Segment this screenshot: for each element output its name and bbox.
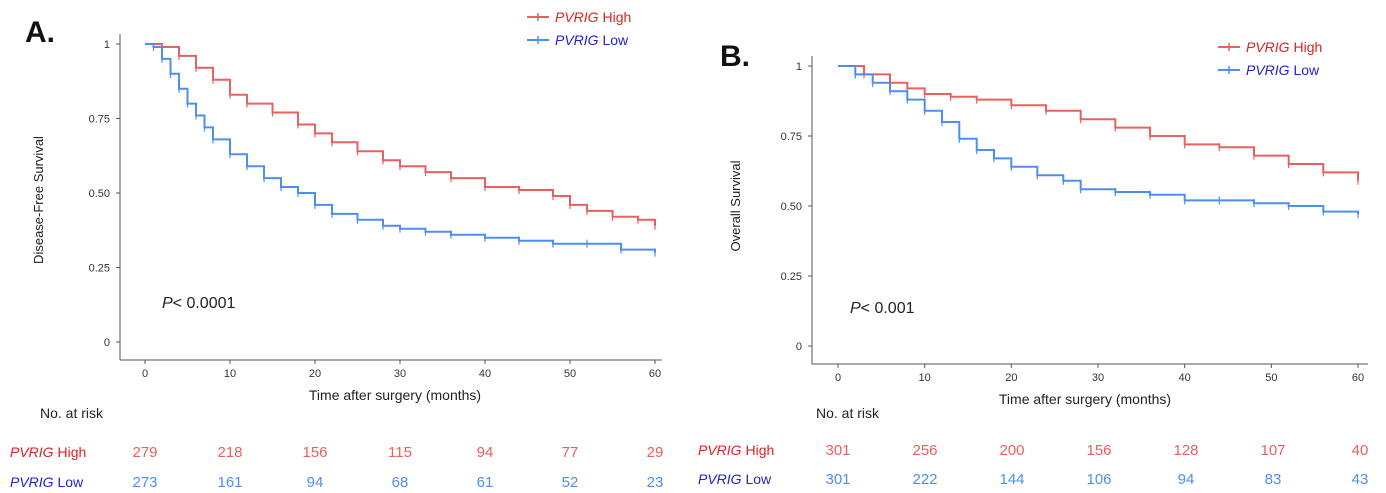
risk-count: 301 (825, 471, 850, 488)
panel-label: A. (25, 16, 55, 49)
legend-label-high: PVRIG High (1246, 39, 1322, 55)
x-tick-label: 50 (564, 368, 576, 380)
risk-count: 156 (302, 444, 327, 461)
survival-curve-high (838, 65, 1359, 181)
y-tick-label: 1 (796, 61, 802, 73)
x-tick-label: 0 (835, 372, 841, 384)
risk-count: 77 (562, 444, 579, 461)
risk-count: 94 (477, 444, 494, 461)
p-value-label: P< 0.0001 (162, 295, 236, 312)
y-tick-label: 0.75 (781, 131, 802, 143)
risk-count: 156 (1086, 442, 1111, 459)
risk-count: 40 (1352, 442, 1369, 459)
x-tick-label: 20 (309, 368, 321, 380)
x-tick-label: 10 (224, 368, 236, 380)
risk-row-label-high: PVRIG High (10, 444, 86, 460)
risk-count: 161 (217, 474, 242, 491)
risk-count: 301 (825, 442, 850, 459)
risk-row-label-low: PVRIG Low (10, 474, 84, 490)
x-tick-label: 30 (1092, 372, 1104, 384)
risk-count: 273 (132, 474, 157, 491)
risk-count: 200 (999, 442, 1024, 459)
risk-count: 94 (1178, 471, 1195, 488)
legend-label-low: PVRIG Low (555, 32, 629, 48)
y-axis-label: Disease-Free Survival (31, 136, 46, 264)
risk-count: 23 (647, 474, 664, 491)
p-value-label: P< 0.001 (850, 300, 915, 317)
y-tick-label: 0.25 (781, 271, 802, 283)
legend-label-high: PVRIG High (555, 9, 631, 25)
risk-count: 279 (132, 444, 157, 461)
risk-row-label-low: PVRIG Low (698, 471, 772, 487)
risk-count: 29 (647, 444, 664, 461)
x-axis-label: Time after surgery (months) (999, 391, 1171, 407)
y-tick-label: 0.75 (89, 114, 110, 126)
survival-curve-low (145, 43, 656, 253)
y-tick-label: 0.50 (89, 188, 110, 200)
x-tick-label: 50 (1265, 372, 1277, 384)
risk-count: 107 (1260, 442, 1285, 459)
survival-curve-high (145, 43, 656, 226)
risk-count: 61 (477, 474, 494, 491)
x-tick-label: 60 (649, 368, 661, 380)
risk-count: 68 (392, 474, 409, 491)
y-tick-label: 1 (104, 39, 110, 51)
x-tick-label: 40 (479, 368, 491, 380)
x-tick-label: 60 (1352, 372, 1364, 384)
risk-count: 222 (912, 471, 937, 488)
risk-count: 115 (388, 444, 412, 461)
risk-count: 106 (1086, 471, 1111, 488)
y-tick-label: 0.25 (89, 263, 110, 275)
y-tick-label: 0 (796, 341, 802, 353)
risk-count: 52 (562, 474, 579, 491)
risk-count: 83 (1265, 471, 1282, 488)
y-tick-label: 0 (104, 337, 110, 349)
risk-count: 43 (1352, 471, 1369, 488)
x-tick-label: 40 (1179, 372, 1191, 384)
risk-row-label-high: PVRIG High (698, 442, 774, 458)
x-tick-label: 20 (1005, 372, 1017, 384)
legend-label-low: PVRIG Low (1246, 62, 1320, 78)
panel-label: B. (720, 40, 750, 73)
risk-count: 128 (1173, 442, 1198, 459)
risk-table-title: No. at risk (40, 405, 104, 421)
x-tick-label: 0 (142, 368, 148, 380)
x-tick-label: 30 (394, 368, 406, 380)
risk-table-title: No. at risk (816, 405, 880, 421)
risk-count: 218 (217, 444, 242, 461)
risk-count: 144 (999, 471, 1024, 488)
risk-count: 256 (912, 442, 937, 459)
x-axis-label: Time after surgery (months) (309, 387, 481, 403)
risk-count: 94 (307, 474, 324, 491)
y-tick-label: 0.50 (781, 201, 802, 213)
y-axis-label: Overall Survival (728, 160, 743, 251)
x-tick-label: 10 (919, 372, 931, 384)
